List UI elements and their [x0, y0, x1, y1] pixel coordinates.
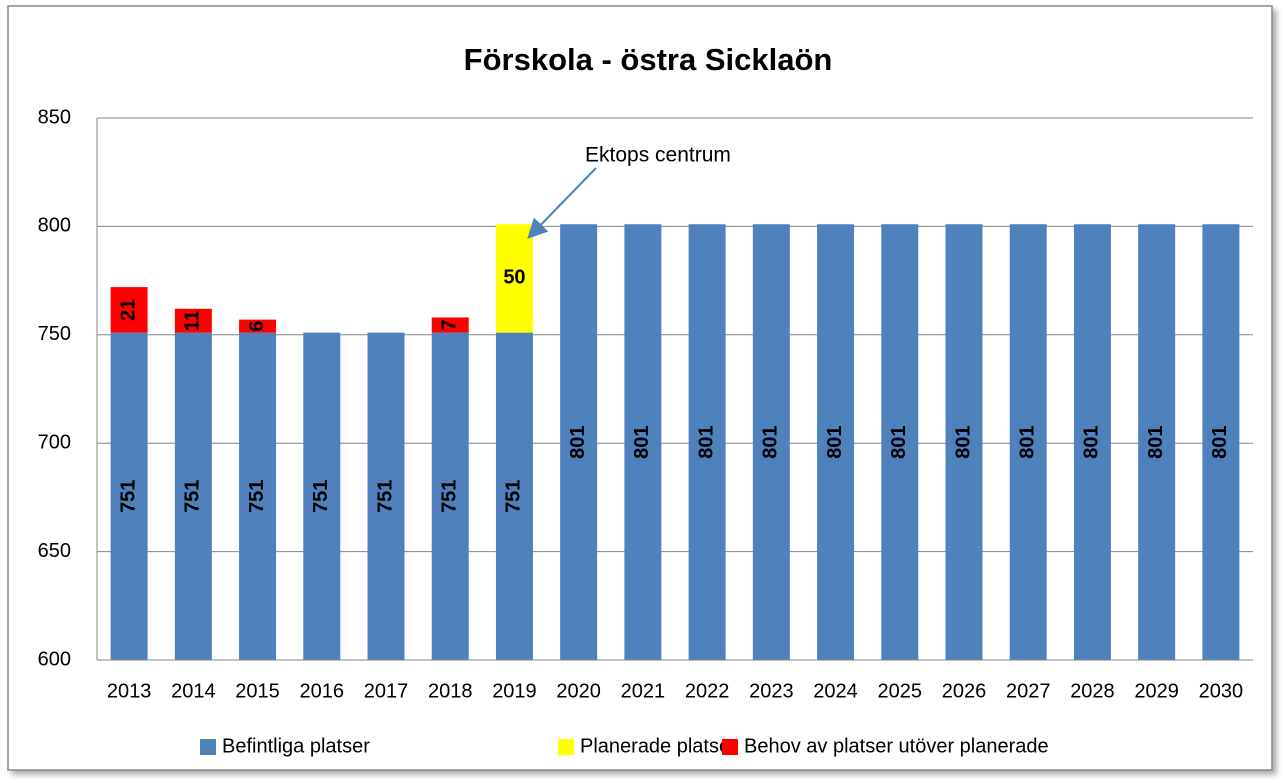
data-label: 751 — [310, 480, 332, 513]
x-tick-label: 2019 — [492, 680, 537, 702]
bar-segment — [1138, 224, 1176, 660]
bar-segment — [431, 317, 469, 333]
y-tick-label: 800 — [38, 215, 71, 237]
data-label: 50 — [503, 267, 525, 289]
data-label: 751 — [246, 480, 268, 513]
data-label: 801 — [760, 425, 782, 458]
legend-label: Behov av platser utöver planerade — [744, 735, 1049, 757]
x-tick-label: 2029 — [1134, 680, 1179, 702]
data-label: 801 — [824, 425, 846, 458]
data-label: 751 — [117, 480, 139, 513]
data-label: 801 — [1209, 425, 1231, 458]
x-tick-label: 2022 — [685, 680, 730, 702]
bar-segment — [174, 308, 212, 333]
x-tick-label: 2013 — [107, 680, 152, 702]
bar-segment — [1202, 224, 1240, 660]
x-tick-label: 2014 — [171, 680, 216, 702]
bar-segment — [1009, 224, 1047, 660]
x-tick-label: 2026 — [942, 680, 987, 702]
x-tick-label: 2018 — [428, 680, 473, 702]
y-tick-label: 850 — [38, 106, 71, 128]
bar-segment — [688, 224, 726, 660]
x-tick-label: 2025 — [878, 680, 923, 702]
data-label: 801 — [567, 425, 589, 458]
data-label: 751 — [439, 480, 461, 513]
x-tick-label: 2023 — [749, 680, 794, 702]
bar-segment — [239, 332, 277, 660]
x-tick-label: 2021 — [621, 680, 666, 702]
data-label: 801 — [695, 425, 717, 458]
legend-swatch — [200, 739, 216, 755]
plot-area: 6006507007508008502013751212014751112015… — [38, 106, 1253, 757]
bar-segment — [560, 224, 598, 660]
annotation: Ektops centrum — [585, 144, 731, 167]
bar-segment — [110, 332, 148, 660]
data-label: 801 — [888, 425, 910, 458]
x-tick-label: 2027 — [1006, 680, 1051, 702]
data-label: 11 — [182, 310, 204, 331]
legend-swatch — [558, 739, 574, 755]
bar-segment — [495, 224, 533, 333]
bar-segment — [367, 332, 405, 660]
data-label: 801 — [952, 425, 974, 458]
y-tick-label: 650 — [38, 540, 71, 562]
bar-segment — [431, 332, 469, 660]
y-tick-label: 600 — [38, 648, 71, 670]
x-tick-label: 2015 — [235, 680, 280, 702]
x-tick-label: 2016 — [300, 680, 345, 702]
data-label: 801 — [1017, 425, 1039, 458]
data-label: 751 — [374, 480, 396, 513]
data-label: 801 — [1145, 425, 1167, 458]
data-label: 21 — [117, 299, 139, 321]
x-tick-label: 2030 — [1199, 680, 1244, 702]
x-tick-label: 2017 — [364, 680, 409, 702]
y-tick-label: 700 — [38, 431, 71, 453]
x-tick-label: 2028 — [1070, 680, 1115, 702]
annotation-arrow — [527, 167, 597, 239]
data-label: 751 — [503, 480, 525, 513]
legend-label: Planerade platser — [580, 735, 737, 757]
bar-segment — [239, 319, 277, 333]
bar-segment — [817, 224, 855, 660]
bar-segment — [110, 287, 148, 333]
bar-segment — [1073, 224, 1111, 660]
bar-segment — [624, 224, 662, 660]
data-label: 801 — [631, 425, 653, 458]
bar-segment — [495, 332, 533, 660]
data-label: 7 — [439, 319, 461, 330]
bar-segment — [174, 332, 212, 660]
x-tick-label: 2020 — [556, 680, 601, 702]
chart-title: Förskola - östra Sicklaön — [464, 42, 833, 77]
data-label: 801 — [1081, 425, 1103, 458]
bar-segment — [303, 332, 341, 660]
bar-segment — [945, 224, 983, 660]
y-tick-label: 750 — [38, 323, 71, 345]
legend-swatch — [722, 739, 738, 755]
data-label: 6 — [246, 321, 268, 332]
x-tick-label: 2024 — [813, 680, 858, 702]
bar-segment — [752, 224, 790, 660]
legend-label: Befintliga platser — [222, 735, 370, 757]
data-label: 751 — [182, 480, 204, 513]
bar-segment — [881, 224, 919, 660]
